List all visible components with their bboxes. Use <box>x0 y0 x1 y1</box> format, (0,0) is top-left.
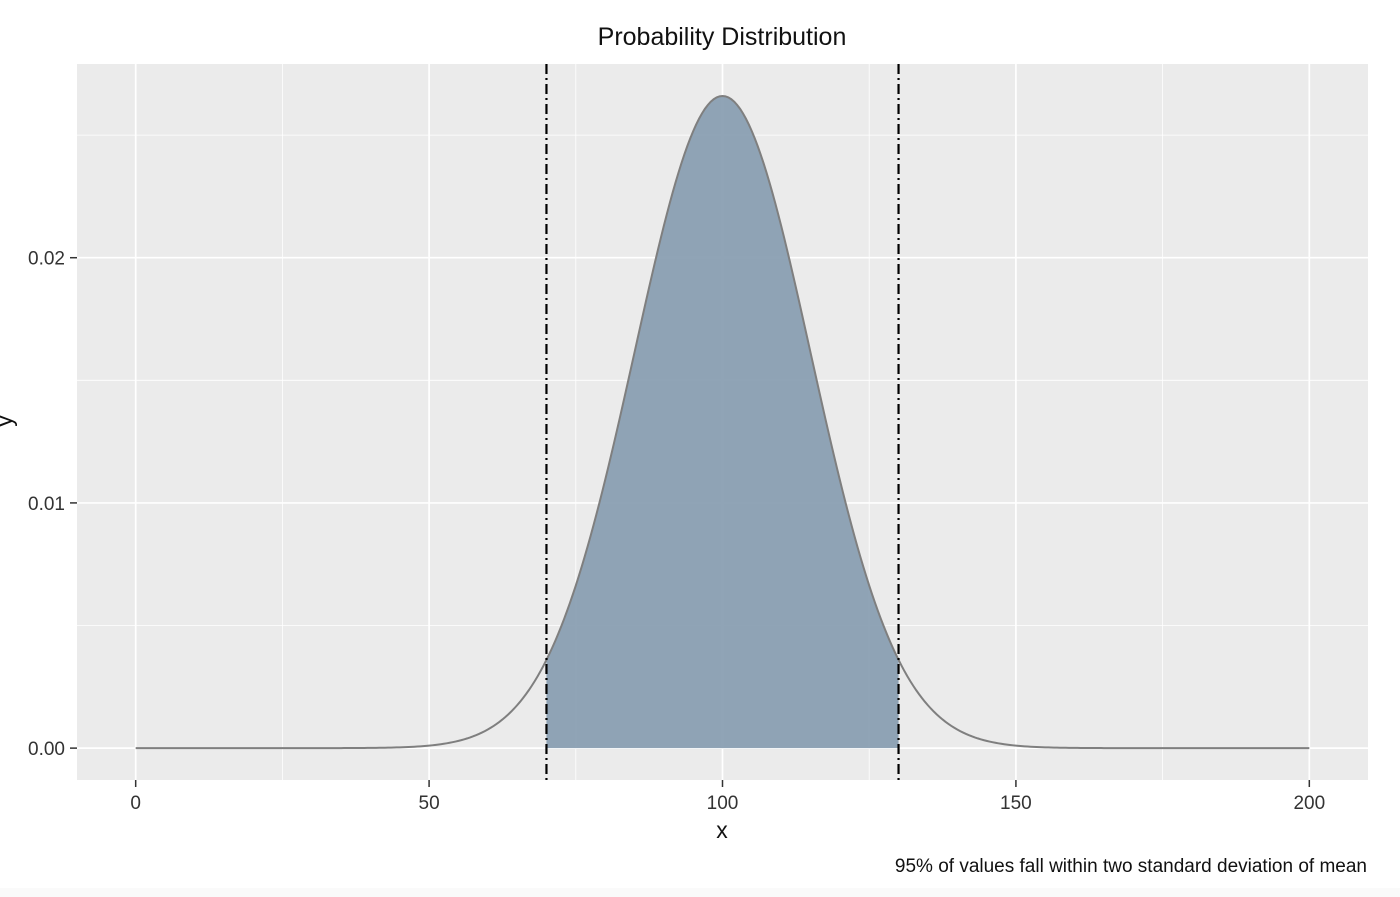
x-tick-label: 200 <box>1293 793 1325 814</box>
x-tick-label: 0 <box>130 793 141 814</box>
y-axis-title: y <box>0 415 17 427</box>
x-tick-label: 150 <box>1000 793 1032 814</box>
y-tick-label: 0.01 <box>28 494 65 515</box>
y-tick-label: 0.00 <box>28 739 65 760</box>
x-axis: 0 50 100 150 200 <box>130 780 1325 814</box>
shaded-area-within-two-sd <box>546 95 899 749</box>
x-axis-title: x <box>716 817 728 843</box>
x-tick-label: 100 <box>707 793 739 814</box>
density-curve <box>135 94 1310 750</box>
chart-title: Probability Distribution <box>598 23 847 51</box>
y-axis: 0.00 0.01 0.02 <box>28 249 77 760</box>
plot-panel <box>77 64 1368 780</box>
x-tick-label: 50 <box>419 793 440 814</box>
chart-caption: 95% of values fall within two standard d… <box>895 856 1367 877</box>
y-tick-label: 0.02 <box>28 249 65 270</box>
